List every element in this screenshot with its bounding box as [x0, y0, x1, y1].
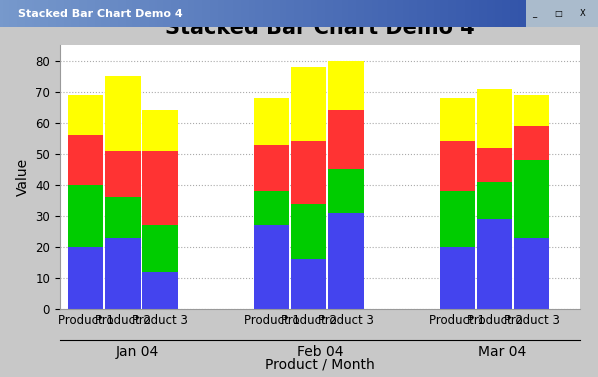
- Bar: [440, 247, 475, 309]
- Text: X: X: [579, 9, 585, 18]
- Bar: [514, 160, 550, 238]
- Bar: [142, 272, 178, 309]
- Bar: [328, 213, 364, 309]
- Bar: [477, 219, 512, 309]
- Bar: [328, 61, 364, 110]
- Bar: [440, 98, 475, 141]
- Bar: [440, 141, 475, 191]
- Bar: [291, 204, 327, 259]
- Bar: [477, 182, 512, 219]
- Bar: [68, 185, 103, 247]
- Bar: [514, 126, 550, 160]
- Bar: [328, 169, 364, 213]
- Bar: [526, 0, 598, 27]
- Text: □: □: [554, 9, 563, 18]
- Bar: [142, 151, 178, 225]
- Text: _: _: [532, 9, 537, 18]
- Bar: [105, 198, 141, 238]
- Bar: [477, 89, 512, 148]
- Bar: [328, 110, 364, 169]
- Title: Stacked Bar Chart Demo 4: Stacked Bar Chart Demo 4: [165, 18, 475, 38]
- Y-axis label: Value: Value: [16, 158, 30, 196]
- Bar: [291, 67, 327, 141]
- Bar: [142, 110, 178, 151]
- Text: Stacked Bar Chart Demo 4: Stacked Bar Chart Demo 4: [18, 9, 183, 18]
- Bar: [68, 135, 103, 185]
- X-axis label: Product / Month: Product / Month: [265, 357, 375, 372]
- Bar: [105, 151, 141, 198]
- Bar: [68, 247, 103, 309]
- Bar: [477, 148, 512, 182]
- Bar: [440, 191, 475, 247]
- Bar: [291, 259, 327, 309]
- Bar: [105, 76, 141, 151]
- Bar: [514, 238, 550, 309]
- Bar: [105, 238, 141, 309]
- Bar: [291, 141, 327, 204]
- Bar: [514, 95, 550, 126]
- Bar: [142, 225, 178, 272]
- Bar: [254, 191, 289, 225]
- Bar: [254, 145, 289, 191]
- Bar: [254, 98, 289, 145]
- Bar: [254, 225, 289, 309]
- Bar: [68, 95, 103, 135]
